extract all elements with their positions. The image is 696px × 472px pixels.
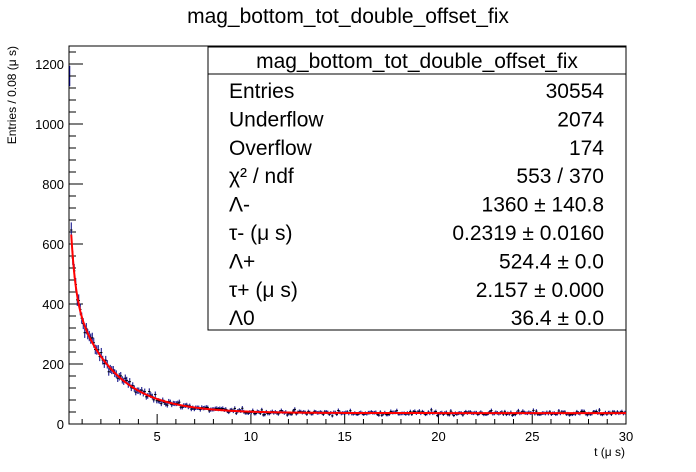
- x-axis: 5 10 15 20 25 30: [81, 414, 633, 444]
- y-tick-label: 0: [57, 417, 64, 432]
- stats-box: mag_bottom_tot_double_offset_fix Entries…: [207, 46, 627, 331]
- x-tick-label: 15: [337, 429, 351, 444]
- y-tick-label: 600: [42, 237, 64, 252]
- stats-row-value: 2074: [557, 108, 604, 131]
- stats-row-label: τ- (μ s): [229, 222, 293, 245]
- y-tick-label: 800: [42, 177, 64, 192]
- x-tick-label: 25: [525, 429, 539, 444]
- stats-row-label: Entries: [229, 80, 294, 103]
- stats-row-value: 553 / 370: [516, 165, 604, 188]
- x-tick-label: 10: [244, 429, 258, 444]
- stats-row-label: Overflow: [229, 137, 313, 160]
- y-tick-label: 1200: [35, 57, 64, 72]
- stats-row-label: χ² / ndf: [229, 165, 294, 188]
- stats-box-frame: [207, 46, 627, 331]
- stats-row-value: 30554: [546, 80, 605, 103]
- fit-curve: [70, 234, 626, 415]
- stats-row-value: 36.4 ± 0.0: [511, 307, 604, 330]
- stats-row-label: τ+ (μ s): [229, 279, 298, 302]
- y-tick-label: 1000: [35, 117, 64, 132]
- stats-row-label: Λ+: [229, 250, 255, 273]
- stats-row-value: 174: [569, 137, 604, 160]
- x-tick-label: 5: [154, 429, 161, 444]
- stats-row-value: 524.4 ± 0.0: [499, 250, 604, 273]
- stats-row-label: Underflow: [229, 108, 324, 131]
- x-axis-label: t (μ s): [594, 445, 625, 459]
- stats-row-value: 2.157 ± 0.000: [476, 279, 604, 302]
- y-axis-label: Entries / 0.08 (μ s): [5, 46, 19, 144]
- y-tick-label: 200: [42, 357, 64, 372]
- chart-title: mag_bottom_tot_double_offset_fix: [187, 5, 509, 28]
- y-tick-label: 400: [42, 297, 64, 312]
- stats-row-value: 1360 ± 140.8: [482, 194, 604, 217]
- y-axis: 0 200 400 600 800 1000 1200: [35, 51, 83, 432]
- stats-row-value: 0.2319 ± 0.0160: [452, 222, 604, 245]
- stats-row-label: Λ0: [229, 307, 255, 330]
- x-tick-label: 30: [619, 429, 633, 444]
- x-tick-label: 20: [431, 429, 445, 444]
- stats-row-label: Λ-: [229, 194, 250, 217]
- stats-rows: Entries 30554 Underflow 2074 Overflow 174 χ² /…: [229, 80, 604, 330]
- stats-box-title: mag_bottom_tot_double_offset_fix: [256, 50, 578, 73]
